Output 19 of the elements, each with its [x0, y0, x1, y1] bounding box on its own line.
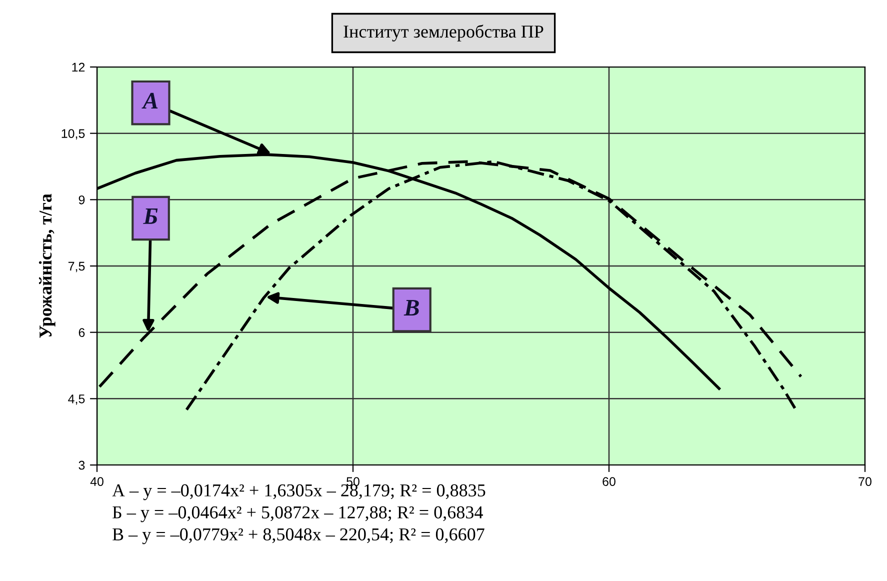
x-tick-label: 70 — [858, 477, 872, 486]
y-tick-label: 7,5 — [68, 262, 85, 272]
x-tick-label: 50 — [346, 477, 360, 486]
text: В – y = –0,0779x² + 8,5048x – 220,54; R² = 0,6607 — [112, 528, 484, 544]
y-axis-title: Урожайність, т/га — [38, 194, 56, 338]
annotation: В — [404, 300, 419, 316]
text: А – y = –0,0174x² + 1,6305x – 28,179; R² = 0,8835 — [112, 484, 486, 500]
x-tick-label: 40 — [90, 477, 104, 486]
y-tick-label: 4,5 — [68, 394, 85, 405]
y-tick-label: 10,5 — [62, 129, 85, 140]
chart-title: Інститут землеробства ПР — [344, 24, 544, 42]
text: Б – y = –0,0464x² + 5,0872x – 127,88; R² = 0,6834 — [112, 506, 483, 522]
y-tick-label: 6 — [78, 328, 85, 337]
y-tick-label: 9 — [78, 195, 85, 204]
x-tick-label: 60 — [602, 477, 616, 486]
annotation: А — [142, 92, 158, 108]
annotation: Б — [143, 208, 158, 224]
y-tick-label: 3 — [78, 460, 85, 470]
y-tick-label: 12 — [72, 62, 85, 72]
